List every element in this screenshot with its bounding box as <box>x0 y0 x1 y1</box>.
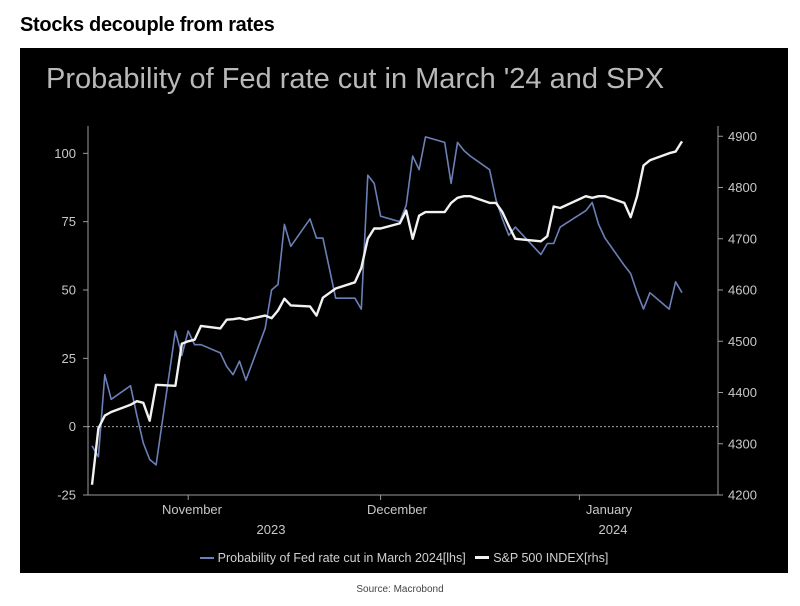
legend-swatch-spx <box>475 556 490 559</box>
line-chart: -25 0 25 50 75 100 4200 4300 4400 4500 4600 4700 480… <box>54 126 757 537</box>
legend-swatch-fed <box>199 557 214 559</box>
right-tick-label: 4400 <box>728 385 757 400</box>
legend-label-fed: Probability of Fed rate cut in March 202… <box>217 551 466 565</box>
right-tick-label: 4900 <box>728 129 757 144</box>
legend-item-fed: Probability of Fed rate cut in March 202… <box>199 551 466 565</box>
left-tick-label: 75 <box>62 214 76 229</box>
x-tick-label: December <box>367 502 428 517</box>
x-year-label: 2024 <box>599 522 628 537</box>
left-tick-label: 100 <box>54 146 76 161</box>
x-tick-label: January <box>586 502 633 517</box>
right-tick-label: 4300 <box>728 436 757 451</box>
chart-legend: Probability of Fed rate cut in March 202… <box>20 548 788 565</box>
right-tick-label: 4500 <box>728 334 757 349</box>
right-tick-label: 4200 <box>728 488 757 503</box>
right-tick-label: 4600 <box>728 283 757 298</box>
x-tick-label: November <box>162 502 223 517</box>
right-tick-label: 4800 <box>728 180 757 195</box>
left-tick-label: -25 <box>57 488 76 503</box>
left-tick-label: 50 <box>62 283 76 298</box>
chart-panel: Probability of Fed rate cut in March '24… <box>20 48 788 573</box>
spx-index-line <box>90 140 684 485</box>
left-tick-label: 0 <box>69 419 76 434</box>
chart-title: Probability of Fed rate cut in March '24… <box>46 63 665 95</box>
left-tick-label: 25 <box>62 351 76 366</box>
source-note: Source: Macrobond <box>356 584 444 595</box>
headline: Stocks decouple from rates <box>20 14 275 36</box>
right-tick-label: 4700 <box>728 231 757 246</box>
fed-cut-probability-line <box>91 136 683 466</box>
legend-label-spx: S&P 500 INDEX[rhs] <box>493 550 609 565</box>
legend-item-spx: S&P 500 INDEX[rhs] <box>475 551 608 565</box>
x-year-label: 2023 <box>257 522 286 537</box>
